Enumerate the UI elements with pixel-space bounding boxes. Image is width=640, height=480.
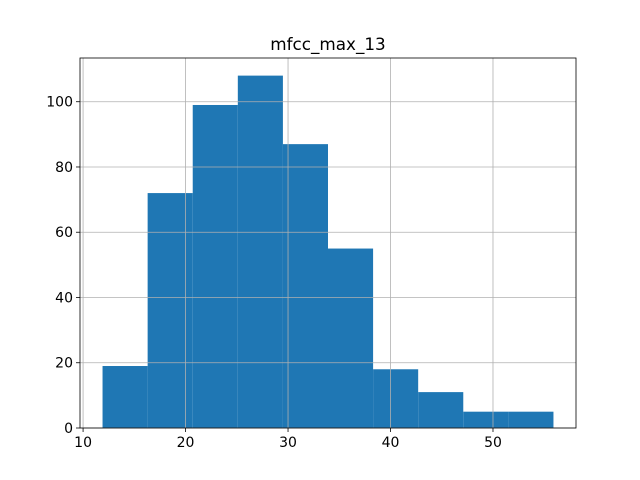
histogram-bar <box>192 104 238 428</box>
histogram-bar <box>373 369 419 428</box>
x-axis: 10 20 30 40 50 <box>74 428 502 451</box>
x-tick-label: 50 <box>484 435 502 451</box>
histogram-bar <box>282 144 328 428</box>
y-axis: 0 20 40 60 80 100 <box>46 95 80 437</box>
x-grid <box>82 58 494 428</box>
x-tick-label: 30 <box>279 435 297 451</box>
y-tick-label: 60 <box>55 225 73 241</box>
histogram-bar <box>328 248 374 428</box>
x-tick-label: 40 <box>382 435 400 451</box>
x-tick-label: 20 <box>177 435 195 451</box>
histogram-bar <box>508 411 554 428</box>
y-tick-label: 80 <box>55 160 73 176</box>
chart-title: mfcc_max_13 <box>270 34 385 55</box>
x-tick-label: 10 <box>74 435 92 451</box>
histogram-bars <box>102 75 554 428</box>
y-tick-label: 100 <box>46 95 73 111</box>
y-tick-label: 40 <box>55 290 73 306</box>
histogram-bar <box>418 392 464 428</box>
histogram-bar <box>102 366 148 428</box>
histogram-bar <box>237 75 283 428</box>
y-tick-label: 20 <box>55 356 73 372</box>
histogram-bar <box>147 193 193 428</box>
plot-frame <box>79 57 577 429</box>
histogram-bar <box>463 411 509 428</box>
y-tick-label: 0 <box>64 421 73 437</box>
